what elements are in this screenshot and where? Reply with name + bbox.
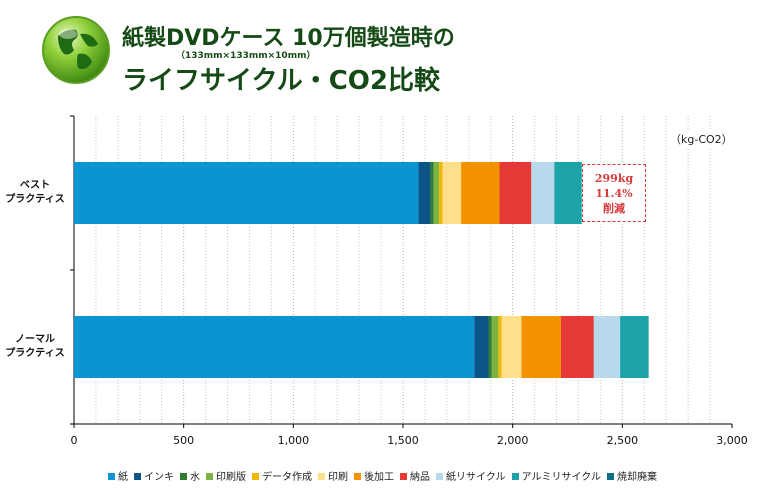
bar-segment [531,162,555,224]
bar-segment [442,162,462,224]
legend-item: アルミリサイクル [511,468,601,483]
legend-swatch [134,473,142,480]
x-tick-label: 3,000 [716,434,748,447]
reduction-annotation: 299kg 11.4% 削減 [582,164,646,222]
bar-segment [620,316,649,378]
chart-title-line1: 紙製DVDケース 10万個製造時の [122,26,455,51]
legend-swatch [318,473,326,480]
x-tick-label: 0 [71,434,78,447]
bar-segment [461,162,500,224]
legend-swatch [108,473,116,480]
legend-label: 印刷版 [216,472,247,483]
bar-segment [593,316,621,378]
bar-segment [501,316,522,378]
bar-segment [74,162,419,224]
bar-segment [433,162,440,224]
bar-segment [74,316,475,378]
legend-label: 焼却廃棄 [616,472,657,483]
bar-segment [439,162,443,224]
x-tick-label: 2,000 [497,434,529,447]
legend-item: 後加工 [354,468,394,483]
legend-swatch [436,473,444,480]
category-label: ベスト プラクティス [5,180,65,205]
legend-label: インキ [144,472,175,483]
globe-logo-icon [42,16,110,84]
legend: 紙 インキ 水 印刷版 データ作成 印刷 後加工 納品 紙リサイクル アルミリサイクル 焼却廃棄 [0,468,765,483]
chart-title-line2: ライフサイクル・CO2比較 [122,66,440,96]
x-tick-label: 1,500 [387,434,419,447]
legend-item: 印刷版 [206,468,246,483]
legend-swatch [252,473,260,480]
legend-label: 紙リサイクル [446,472,506,483]
reduction-amount: 299kg [594,172,634,185]
legend-swatch [354,473,362,480]
legend-label: 後加工 [364,472,395,483]
legend-item: インキ [134,468,174,483]
legend-swatch [511,473,519,480]
bar-segment [488,316,492,378]
bar-segment [521,316,561,378]
legend-label: 水 [190,472,201,483]
bar-segment [474,316,489,378]
reduction-percent: 11.4% [595,187,633,200]
legend-swatch [400,473,408,480]
bar-segment [560,316,594,378]
unit-label: （kg-CO2） [670,131,733,147]
legend-label: 印刷 [328,472,349,483]
bar-segment [499,162,532,224]
legend-label: 紙 [118,472,129,483]
legend-item: 印刷 [318,468,348,483]
bar-segment [498,316,502,378]
x-tick-label: 2,500 [607,434,639,447]
legend-item: データ作成 [252,468,312,483]
bar-segment [418,162,431,224]
legend-swatch [606,473,614,480]
legend-item: 紙 [108,468,128,483]
x-tick-label: 1,000 [278,434,310,447]
bar-segment [491,316,499,378]
legend-label: データ作成 [262,472,313,483]
legend-item: 水 [180,468,200,483]
legend-item: 紙リサイクル [436,468,506,483]
legend-label: アルミリサイクル [521,472,601,483]
legend-item: 焼却廃棄 [606,468,657,483]
legend-swatch [206,473,214,480]
x-tick-label: 500 [173,434,194,447]
reduction-label: 削減 [603,202,625,215]
bar-segment [554,162,582,224]
chart-title-note: （133mm×133mm×10mm） [176,51,316,61]
legend-swatch [180,473,188,480]
category-label: ノーマル プラクティス [5,334,65,359]
bar-segment [430,162,434,224]
legend-item: 納品 [400,468,430,483]
legend-label: 納品 [410,472,431,483]
